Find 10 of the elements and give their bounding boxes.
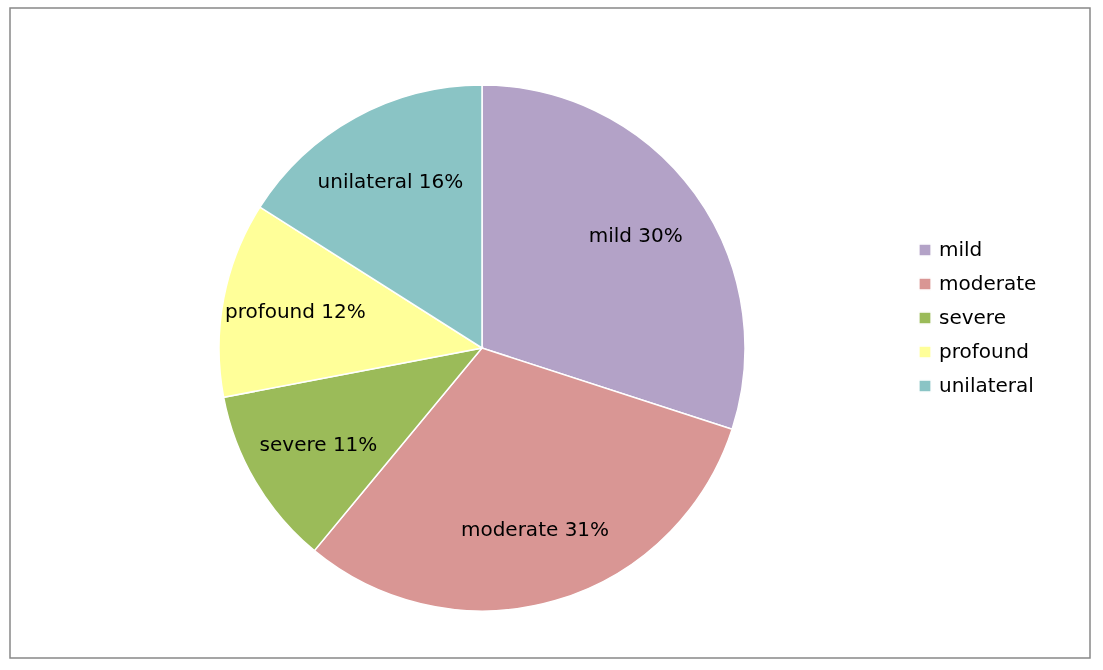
legend-label: severe xyxy=(939,305,1006,329)
legend-label: profound xyxy=(939,339,1030,363)
data-label: profound 12% xyxy=(224,299,366,324)
data-label: moderate 31% xyxy=(460,517,610,542)
legend-label: moderate xyxy=(939,271,1037,295)
data-label: mild 30% xyxy=(588,223,683,248)
legend-label: unilateral xyxy=(939,373,1034,397)
data-label: severe 11% xyxy=(259,431,378,456)
legend-label: mild xyxy=(939,237,983,261)
data-label: unilateral 16% xyxy=(317,168,464,193)
